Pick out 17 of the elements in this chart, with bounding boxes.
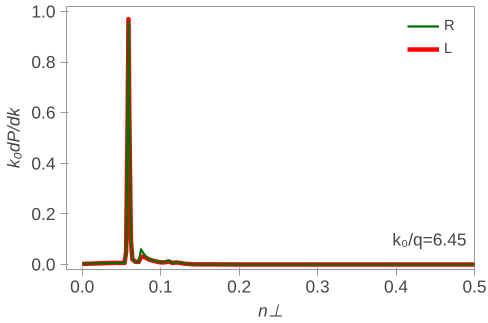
y-tick-label: 0.4 — [31, 153, 56, 174]
x-tick-label: 0.2 — [227, 276, 252, 296]
y-tick-label: 1.0 — [31, 2, 56, 22]
x-tick-label: 0.3 — [306, 276, 330, 296]
y-tick-label: 0.8 — [31, 52, 56, 72]
x-tick-label: 0.5 — [462, 276, 487, 296]
legend-label: L — [444, 41, 454, 57]
x-tick-label: 0.4 — [384, 276, 408, 296]
x-tick-label: 0.1 — [148, 276, 173, 296]
y-tick-label: 0.0 — [31, 254, 56, 274]
annotation: k₀/q=6.45 — [392, 229, 467, 250]
y-axis-title: k₀dP/dk — [3, 106, 24, 168]
y-tick-label: 0.2 — [31, 204, 56, 224]
x-axis-title: n⊥ — [258, 300, 283, 320]
x-tick-label: 0.0 — [70, 276, 94, 296]
legend-label: R — [444, 18, 456, 34]
y-tick-label: 0.6 — [31, 102, 56, 123]
